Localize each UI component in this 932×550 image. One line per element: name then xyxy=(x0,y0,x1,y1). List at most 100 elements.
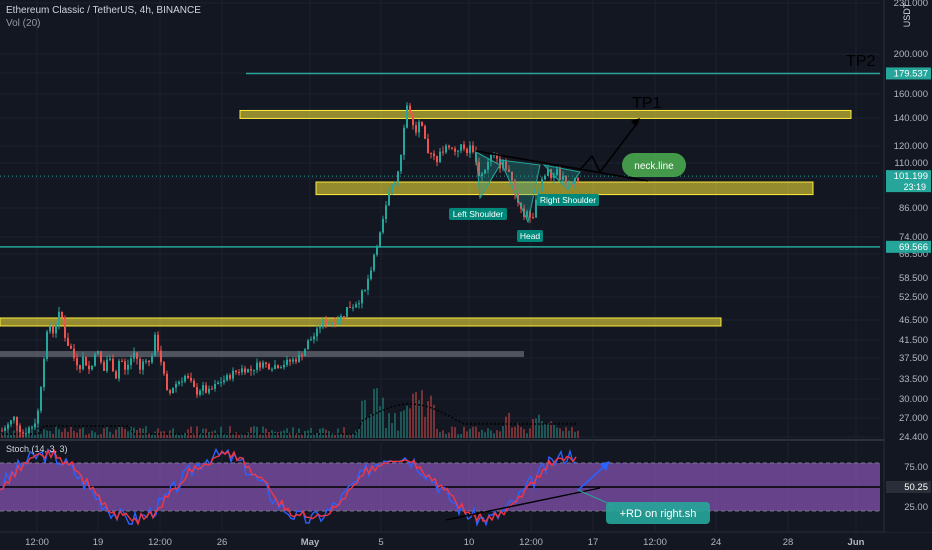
volume-bar xyxy=(190,426,192,438)
candle-body xyxy=(148,360,150,363)
candle-body xyxy=(454,148,456,152)
price-tick-label: 110.000 xyxy=(894,158,928,169)
candle-body xyxy=(253,369,255,371)
left-shoulder-tag[interactable] xyxy=(449,208,507,220)
right-shoulder-tag[interactable] xyxy=(537,194,599,206)
candle-body xyxy=(415,125,417,133)
candle-body xyxy=(511,171,513,181)
volume-bar xyxy=(424,416,426,438)
volume-bar xyxy=(109,431,111,438)
candle-body xyxy=(226,375,228,381)
candle-body xyxy=(295,359,297,362)
volume-bar xyxy=(256,426,258,438)
candle-body xyxy=(355,304,357,308)
volume-bar xyxy=(397,430,399,438)
time-tick-label: 10 xyxy=(464,537,475,548)
candle-body xyxy=(79,365,81,370)
volume-bar xyxy=(529,428,531,438)
candle-body xyxy=(22,432,24,434)
volume-bar xyxy=(73,430,75,438)
volume-bar xyxy=(460,433,462,438)
candle-body xyxy=(25,432,27,434)
candle-body xyxy=(358,303,360,305)
candle-body xyxy=(436,156,438,163)
right-shoulder-label: Right Shoulder xyxy=(540,195,596,205)
candle-body xyxy=(418,121,420,133)
volume-bar xyxy=(229,426,231,438)
volume-bar xyxy=(517,422,519,438)
volume-bar xyxy=(391,423,393,438)
candle-body xyxy=(382,218,384,233)
divergence-line[interactable] xyxy=(445,487,601,521)
volume-bar xyxy=(496,430,498,438)
stoch-up-arrow[interactable] xyxy=(577,464,607,491)
price-tick-label: 24.400 xyxy=(899,432,928,443)
candle-body xyxy=(412,113,414,126)
candle-body xyxy=(172,387,174,394)
price-tick-label: 30.000 xyxy=(899,394,928,405)
resistance-zone[interactable] xyxy=(239,109,852,119)
support-zone[interactable] xyxy=(0,351,524,358)
neckline-callout[interactable] xyxy=(622,153,686,177)
candle-body xyxy=(505,161,507,170)
candle-body xyxy=(541,179,543,191)
volume-bar xyxy=(4,427,6,438)
candle-body xyxy=(91,365,93,370)
volume-bar xyxy=(388,413,390,438)
candle-body xyxy=(499,158,501,169)
price-axis[interactable] xyxy=(885,0,932,532)
volume-bar xyxy=(1,432,3,438)
volume-bar xyxy=(379,406,381,438)
volume-bar xyxy=(541,420,543,438)
volume-bar xyxy=(52,433,54,438)
candle-body xyxy=(442,151,444,153)
volume-bar xyxy=(370,414,372,438)
price-tick-label: 120.000 xyxy=(894,141,928,152)
resistance-zone[interactable] xyxy=(0,317,722,327)
volume-bar xyxy=(178,434,180,438)
volume-bar xyxy=(553,424,555,438)
candle-body xyxy=(298,354,300,362)
volume-bar xyxy=(457,434,459,438)
volume-bar xyxy=(349,434,351,438)
volume-bar xyxy=(88,433,90,438)
stoch-indicator-title: Stoch (14, 3, 3) xyxy=(6,444,68,454)
callout-pointer xyxy=(577,489,613,506)
candle-body xyxy=(448,145,450,148)
time-tick-label: 17 xyxy=(588,537,599,548)
volume-bar xyxy=(184,432,186,438)
volume-bar xyxy=(31,426,33,438)
candle-body xyxy=(217,382,219,385)
countdown-label: 23:19 xyxy=(903,182,926,192)
candle-body xyxy=(43,358,45,388)
head-tag[interactable] xyxy=(517,230,543,242)
target-arrow-path[interactable] xyxy=(579,121,639,174)
volume-bar xyxy=(181,434,183,438)
candle-body xyxy=(400,154,402,172)
candle-body xyxy=(151,355,153,363)
symbol-title: Ethereum Classic / TetherUS, 4h, BINANCE xyxy=(6,5,201,16)
volume-bar xyxy=(268,432,270,438)
candle-body xyxy=(514,180,516,194)
volume-bar xyxy=(166,433,168,438)
volume-bar xyxy=(280,431,282,438)
volume-bar xyxy=(250,427,252,438)
rd-callout[interactable] xyxy=(606,502,710,524)
candle-body xyxy=(4,428,6,431)
candle-body xyxy=(277,365,279,369)
stoch-badge xyxy=(886,481,931,493)
price-tick-label: 37.500 xyxy=(899,353,928,364)
volume-bar xyxy=(403,410,405,438)
time-axis[interactable] xyxy=(0,533,932,550)
volume-bar xyxy=(193,433,195,438)
volume-bar xyxy=(211,431,213,438)
neckline[interactable] xyxy=(475,150,649,182)
candle-body xyxy=(325,320,327,326)
volume-bar xyxy=(451,426,453,438)
volume-bar xyxy=(160,431,162,438)
volume-bar xyxy=(16,426,18,438)
candle-body xyxy=(145,360,147,362)
candle-body xyxy=(154,334,156,356)
